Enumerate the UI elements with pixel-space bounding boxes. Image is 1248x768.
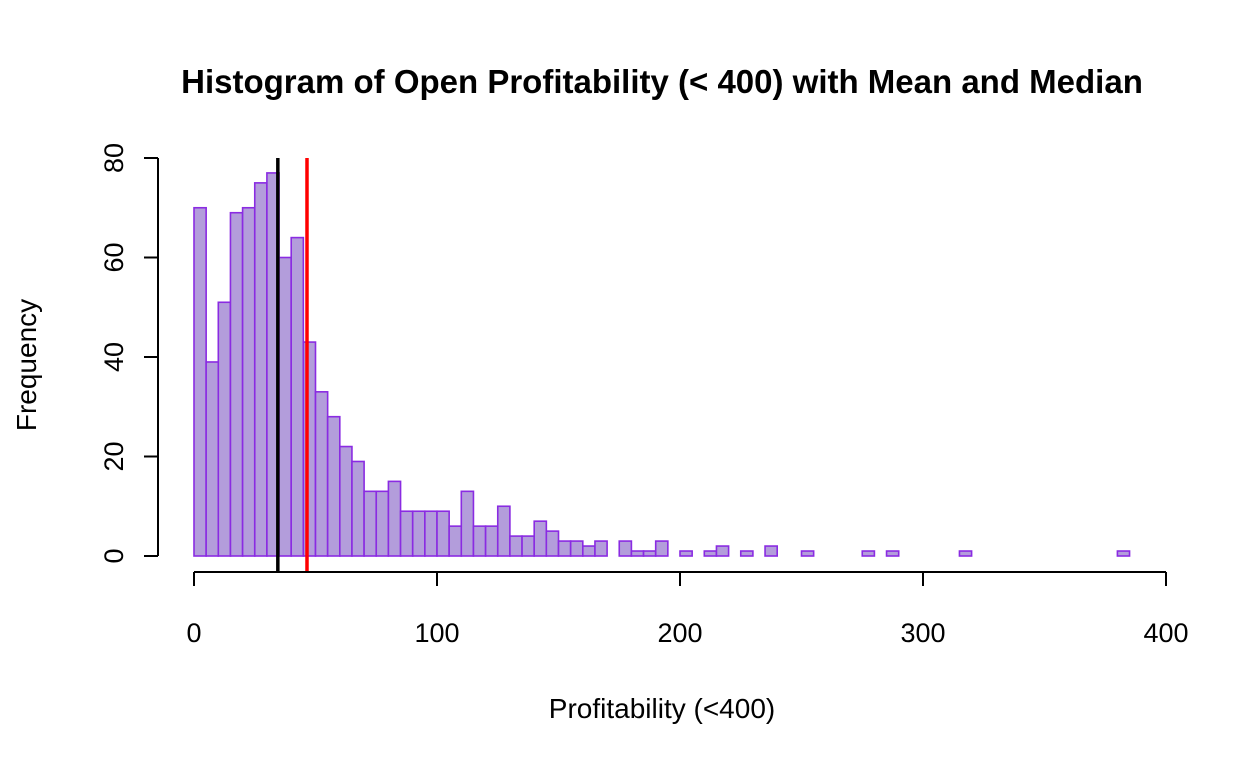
histogram-bar xyxy=(424,510,438,557)
histogram-bar xyxy=(703,550,718,557)
x-axis: 0 100 200 300 400 xyxy=(186,571,1189,648)
y-tick-label: 80 xyxy=(99,143,129,173)
histogram-bar xyxy=(958,550,973,557)
histogram-bar xyxy=(739,550,754,557)
y-axis: 0 20 40 60 80 xyxy=(99,143,159,564)
y-axis-label: Frequency xyxy=(11,299,42,431)
histogram-bar xyxy=(205,361,220,557)
y-tick-label: 40 xyxy=(99,342,129,372)
histogram-bar xyxy=(338,445,353,557)
histogram-bar xyxy=(411,510,426,557)
histogram-bar xyxy=(241,206,256,557)
histogram-bar xyxy=(496,505,511,557)
histogram-bar xyxy=(460,490,475,557)
x-tick-label: 100 xyxy=(414,618,459,648)
histogram-bar xyxy=(387,480,402,557)
histogram-bar xyxy=(715,545,730,557)
histogram-bar xyxy=(193,206,207,557)
y-tick-label: 0 xyxy=(99,548,129,563)
histogram-bar xyxy=(509,535,523,557)
histogram-bar xyxy=(290,236,305,557)
histogram-bar xyxy=(278,256,292,557)
histogram-bar xyxy=(885,550,900,557)
histogram-bar xyxy=(569,540,584,557)
y-tick-label: 20 xyxy=(99,441,129,471)
histogram-bar xyxy=(618,540,633,557)
histogram-bar xyxy=(253,182,268,557)
histogram-bar xyxy=(594,540,608,557)
histogram-bar xyxy=(679,550,693,557)
reference-lines xyxy=(276,158,309,572)
histogram-bar xyxy=(363,490,378,557)
x-tick-label: 200 xyxy=(657,618,702,648)
histogram-bar xyxy=(533,520,548,557)
histogram-bar xyxy=(1116,550,1131,557)
chart-title: Histogram of Open Profitability (< 400) … xyxy=(181,63,1143,100)
histogram-bar xyxy=(764,545,778,557)
histogram-bar xyxy=(375,490,390,557)
histogram-bar xyxy=(581,545,596,557)
histogram-bar xyxy=(326,415,341,557)
histogram-bar xyxy=(302,341,317,557)
histogram-bar xyxy=(800,550,815,557)
histogram-bar xyxy=(861,550,876,557)
histogram-bar xyxy=(351,460,365,557)
histogram-bar xyxy=(521,535,535,557)
x-tick-label: 300 xyxy=(900,618,945,648)
histogram-bar xyxy=(472,525,487,557)
histogram-bar xyxy=(654,540,669,557)
x-tick-label: 400 xyxy=(1143,618,1188,648)
histogram-bar xyxy=(436,510,450,557)
y-tick-label: 60 xyxy=(99,242,129,272)
x-axis-label: Profitability (<400) xyxy=(549,693,775,724)
histogram-bar xyxy=(630,550,645,557)
histogram-bar xyxy=(642,550,657,557)
histogram-bar xyxy=(557,540,572,557)
histogram-bar xyxy=(229,211,244,557)
histogram-bar xyxy=(448,525,463,557)
bars-group xyxy=(193,172,1131,557)
x-tick-label: 0 xyxy=(186,618,201,648)
histogram-bar xyxy=(545,530,560,557)
histogram-bar xyxy=(217,301,232,557)
histogram-bar xyxy=(399,510,414,557)
histogram-bar xyxy=(314,391,329,557)
histogram-bar xyxy=(484,525,499,557)
